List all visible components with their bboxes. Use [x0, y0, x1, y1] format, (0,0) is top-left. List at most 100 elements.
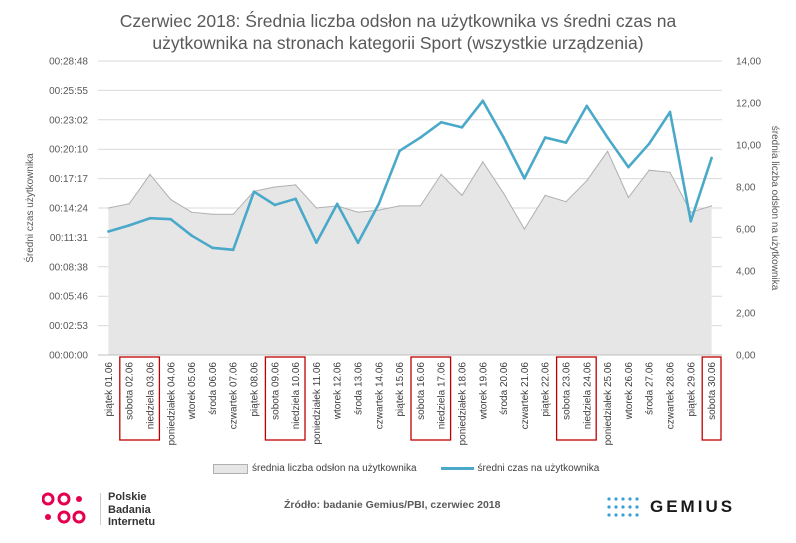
legend-area-label: średnia liczba odsłon na użytkownika — [252, 463, 417, 474]
legend-area-swatch — [213, 463, 248, 474]
area-point — [315, 207, 317, 209]
x-tick-label: poniedziałek 04.06 — [166, 362, 177, 446]
x-tick-label: piątek 01.06 — [104, 362, 115, 417]
area-outline — [108, 150, 712, 230]
line-point — [502, 136, 505, 139]
area-point — [503, 192, 505, 194]
weekend-box — [701, 356, 722, 441]
line-point — [190, 234, 193, 237]
x-tick-label: poniedziałek 18.06 — [458, 362, 469, 446]
area-point — [295, 184, 297, 186]
weekend-box — [264, 356, 306, 441]
weekend-boxes — [119, 356, 722, 441]
area-point — [461, 194, 463, 196]
y-axis-left-title: Średni czas użytkownika — [23, 153, 36, 263]
line-point — [231, 248, 235, 252]
line-point — [606, 136, 609, 139]
line-point — [273, 203, 277, 207]
pbi-dots-icon — [42, 492, 86, 524]
line-point — [252, 190, 256, 193]
pbi-logo-line-3: Internetu — [108, 516, 156, 528]
area-point — [211, 213, 213, 215]
x-tick-label: środa 20.06 — [499, 362, 510, 415]
area-point — [170, 199, 172, 201]
area-point — [232, 213, 234, 215]
x-tick-label: niedziela 03.06 — [146, 362, 157, 430]
y-right-tick-label: 6,00 — [736, 225, 756, 236]
line-point — [460, 126, 464, 129]
area-point — [627, 196, 630, 199]
y-right-tick-label: 8,00 — [736, 183, 756, 194]
area-point — [419, 205, 421, 207]
weekend-box — [555, 356, 597, 441]
x-tick-label: sobota 09.06 — [270, 362, 281, 420]
y-left-tick-label: 00:14:24 — [49, 204, 88, 215]
line-point — [377, 202, 381, 206]
line-point — [127, 224, 131, 227]
area-point — [191, 211, 193, 213]
gemius-logo-text: GEMIUS — [650, 497, 736, 516]
area-point — [523, 228, 526, 230]
gemius-dots-icon — [607, 497, 639, 517]
pbi-logo: Polskie Badania Internetu — [42, 491, 192, 531]
line-point — [627, 165, 630, 169]
source-note: Źródło: badanie Gemius/PBI, czerwiec 201… — [284, 499, 501, 511]
x-tick-label: sobota 16.06 — [416, 362, 427, 420]
y-left-tick-label: 00:23:02 — [49, 115, 88, 126]
line-point — [148, 216, 152, 220]
pbi-logo-line-1: Polskie — [108, 491, 147, 503]
area-point — [669, 171, 671, 173]
legend-line-swatch — [440, 467, 474, 470]
area-series — [107, 150, 713, 355]
x-tick-label: wtorek 26.06 — [624, 362, 635, 421]
chart-title: Czerwiec 2018: Średnia liczba odsłon na … — [0, 10, 796, 54]
pbi-divider — [100, 493, 101, 525]
x-tick-label: wtorek 05.06 — [187, 362, 198, 421]
line-point — [439, 120, 443, 124]
line-point — [398, 149, 401, 153]
area-point — [607, 150, 609, 152]
y-right-tick-label: 14,00 — [736, 57, 761, 68]
y-left-tick-label: 00:05:46 — [49, 292, 88, 303]
x-tick-label: piątek 08.06 — [250, 362, 261, 417]
y-axis-right-title: średnia liczba odsłon na użytkownika — [769, 126, 780, 291]
x-tick-label: czwartek 28.06 — [666, 362, 677, 430]
area-point — [357, 211, 359, 213]
y-left-tick-label: 00:11:31 — [50, 233, 89, 244]
y-left-tick-label: 00:28:48 — [49, 57, 88, 68]
chart-title-line-1: Czerwiec 2018: Średnia liczba odsłon na … — [119, 11, 677, 31]
weekend-box — [119, 356, 161, 441]
area-point — [690, 211, 692, 213]
area-point — [586, 180, 588, 182]
y-right-tick-label: 12,00 — [736, 99, 761, 110]
legend: średnia liczba odsłon na użytkownika śre… — [213, 463, 599, 474]
x-tick-label: niedziela 24.06 — [582, 362, 593, 430]
line-path — [108, 99, 713, 252]
y-right-tick-label: 2,00 — [736, 309, 756, 320]
line-point — [294, 197, 297, 201]
x-tick-label: sobota 23.06 — [562, 362, 573, 420]
x-tick-label: poniedziałek 11.06 — [312, 362, 323, 445]
y-left-tick-label: 00:00:00 — [49, 351, 88, 362]
y-left-tick-label: 00:02:53 — [49, 321, 88, 332]
area-point — [128, 203, 130, 205]
area-point — [378, 209, 380, 211]
area-point — [107, 207, 109, 209]
x-tick-label: poniedziałek 25.06 — [603, 362, 614, 446]
x-tick-label: sobota 02.06 — [125, 362, 136, 420]
line-point — [710, 156, 713, 160]
area-point — [482, 161, 484, 163]
area-point — [565, 201, 567, 203]
line-point — [419, 136, 422, 139]
chart-title-line-2: użytkownika na stronach kategorii Sport … — [152, 33, 644, 53]
line-point — [668, 110, 672, 114]
y-right-tick-label: 4,00 — [736, 267, 756, 278]
line-point — [689, 219, 693, 223]
line-point — [356, 241, 360, 245]
x-tick-label: środa 13.06 — [354, 362, 365, 415]
y-left-tick-label: 00:17:17 — [49, 174, 88, 185]
line-point — [211, 246, 214, 250]
y-axis-right: 0,00 2,00 4,00 6,00 8,00 10,00 12,00 14,00 — [736, 57, 761, 362]
gemius-logo: GEMIUS — [606, 496, 735, 518]
